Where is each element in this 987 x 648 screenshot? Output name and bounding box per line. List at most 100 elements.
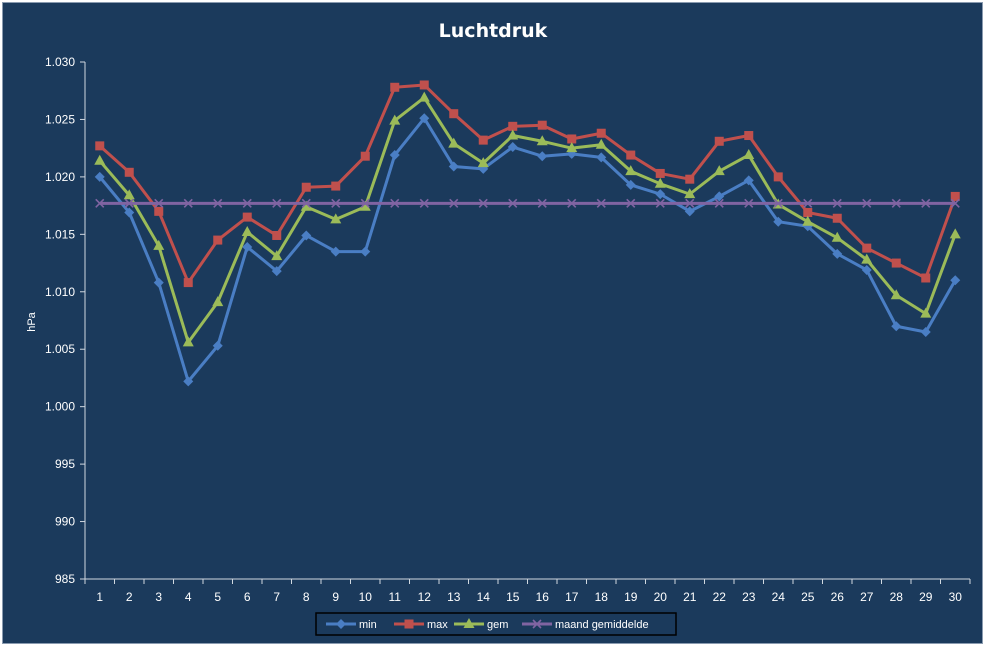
data-point-gem — [359, 200, 371, 211]
series-min — [94, 113, 961, 387]
data-point-max — [950, 191, 960, 201]
data-point-gem — [566, 142, 578, 153]
data-point-min — [920, 326, 931, 337]
data-point-min — [183, 376, 194, 387]
data-point-max — [331, 181, 341, 191]
data-point-max — [478, 135, 488, 145]
data-point-max — [626, 150, 636, 160]
data-point-max — [124, 167, 134, 177]
data-point-maand-gemiddelde — [213, 198, 223, 208]
data-point-max — [567, 134, 577, 144]
data-point-min — [271, 266, 282, 277]
data-point-min — [242, 241, 253, 252]
data-point-max — [508, 121, 518, 131]
data-point-max — [272, 230, 282, 240]
data-point-max — [862, 243, 872, 253]
data-point-min — [330, 246, 341, 257]
data-point-gem — [94, 154, 106, 165]
x-tick-label: 5 — [214, 590, 221, 604]
axes: 9859909951.0001.0051.0101.0151.0201.0251… — [45, 55, 971, 604]
data-point-max — [714, 136, 724, 146]
data-point-gem — [330, 213, 342, 224]
y-tick-label: 990 — [55, 515, 75, 529]
x-tick-label: 29 — [919, 590, 933, 604]
data-point-maand-gemiddelde — [272, 198, 282, 208]
data-point-gem — [212, 296, 224, 307]
data-point-min — [153, 277, 164, 288]
data-point-max — [537, 120, 547, 130]
x-tick-label: 11 — [389, 590, 402, 604]
x-tick-label: 15 — [506, 590, 520, 604]
data-point-min — [448, 161, 459, 172]
data-point-min — [301, 230, 312, 241]
data-point-maand-gemiddelde — [803, 198, 813, 208]
data-point-gem — [595, 138, 607, 149]
legend-item-min: min — [326, 619, 377, 631]
data-point-gem — [802, 215, 814, 226]
data-point-maand-gemiddelde — [419, 198, 429, 208]
x-tick-label: 6 — [244, 590, 251, 604]
data-point-gem — [477, 157, 489, 168]
data-point-maand-gemiddelde — [773, 198, 783, 208]
x-tick-label: 22 — [713, 590, 727, 604]
data-point-maand-gemiddelde — [508, 198, 518, 208]
data-point-maand-gemiddelde — [360, 198, 370, 208]
data-point-min — [861, 264, 872, 275]
data-point-maand-gemiddelde — [685, 198, 695, 208]
data-point-min — [596, 152, 607, 163]
data-point-min — [773, 216, 784, 227]
data-point-max — [685, 174, 695, 184]
y-tick-label: 1.010 — [45, 285, 75, 299]
data-point-min — [537, 151, 548, 162]
series-group — [94, 80, 961, 387]
data-point-max — [832, 213, 842, 223]
data-point-max — [419, 80, 429, 90]
legend-marker — [404, 619, 414, 629]
data-point-gem — [890, 289, 902, 300]
x-tick-label: 8 — [303, 590, 310, 604]
data-point-min — [655, 189, 666, 200]
data-point-maand-gemiddelde — [390, 198, 400, 208]
data-point-maand-gemiddelde — [331, 198, 341, 208]
legend-marker — [532, 619, 542, 629]
data-point-min — [832, 248, 843, 259]
data-point-maand-gemiddelde — [124, 198, 134, 208]
legend-item-max: max — [394, 619, 448, 631]
data-point-max — [449, 109, 459, 119]
x-tick-label: 1 — [96, 590, 103, 604]
data-point-gem — [625, 165, 637, 176]
data-point-gem — [949, 228, 961, 239]
y-tick-label: 995 — [55, 457, 75, 471]
data-point-maand-gemiddelde — [626, 198, 636, 208]
chart-title: Luchtdruk — [439, 20, 548, 42]
data-point-max — [95, 141, 105, 151]
data-point-min — [743, 175, 754, 186]
data-point-maand-gemiddelde — [862, 198, 872, 208]
y-tick-label: 1.025 — [45, 112, 75, 126]
data-point-max — [183, 278, 193, 288]
data-point-gem — [507, 129, 519, 140]
data-point-maand-gemiddelde — [921, 198, 931, 208]
legend-marker — [336, 619, 346, 629]
x-tick-label: 14 — [477, 590, 491, 604]
legend-label: maand gemiddelde — [555, 619, 649, 631]
data-point-gem — [743, 149, 755, 160]
x-tick-label: 18 — [595, 590, 609, 604]
x-tick-label: 2 — [126, 590, 133, 604]
data-point-min — [684, 206, 695, 217]
y-tick-label: 1.000 — [45, 400, 75, 414]
data-point-max — [360, 151, 370, 161]
y-axis-label: hPa — [26, 311, 38, 331]
data-point-gem — [448, 137, 460, 148]
x-tick-label: 25 — [801, 590, 815, 604]
legend-label: gem — [487, 619, 508, 631]
x-tick-label: 21 — [683, 590, 697, 604]
data-point-gem — [654, 177, 666, 188]
data-point-gem — [123, 189, 135, 200]
data-point-gem — [418, 91, 430, 102]
data-point-min — [507, 142, 518, 153]
legend-box — [315, 612, 677, 636]
series-line-max — [98, 83, 957, 285]
data-point-gem — [271, 250, 283, 261]
